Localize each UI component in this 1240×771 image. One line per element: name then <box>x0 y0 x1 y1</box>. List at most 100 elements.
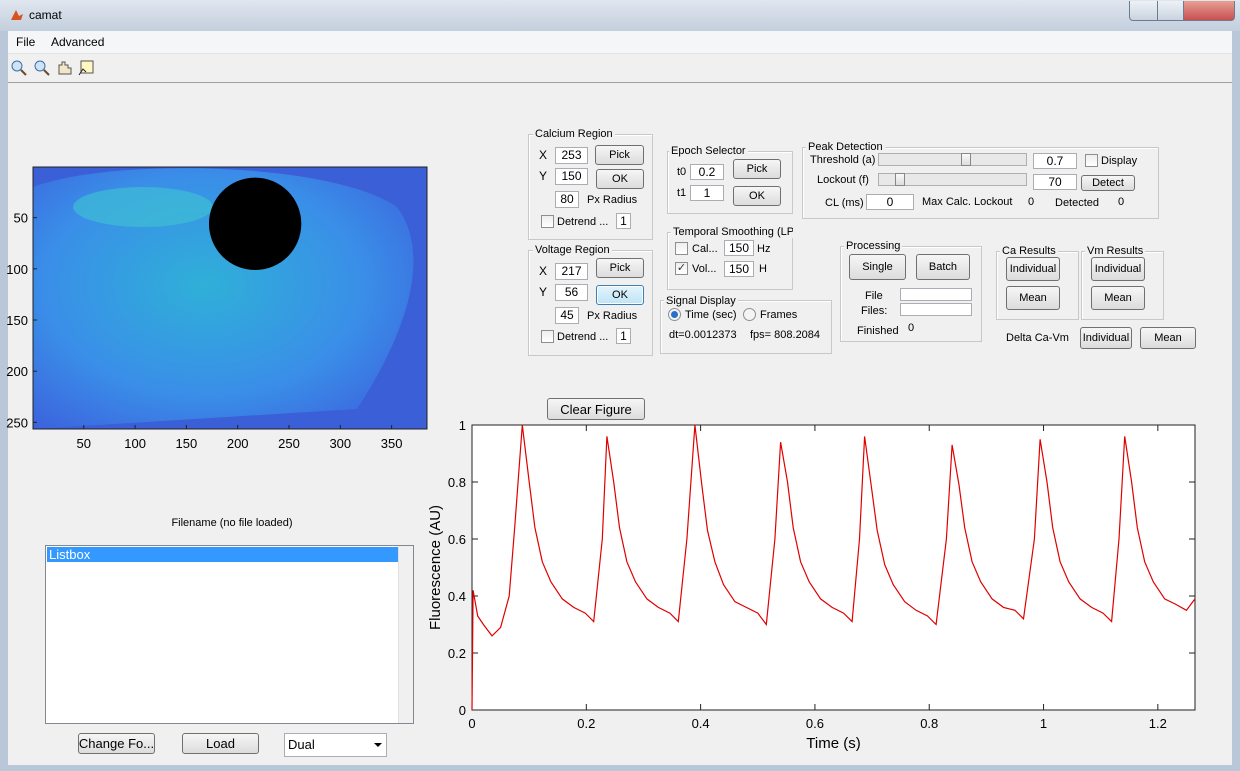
image-frame <box>32 166 428 430</box>
button[interactable]: Individual <box>1080 327 1132 349</box>
text-input[interactable]: 217 <box>555 263 588 280</box>
x-tick-label: 0.2 <box>577 716 595 731</box>
text-input[interactable]: 80 <box>555 191 579 208</box>
filename-label: Filename (no file loaded) <box>171 517 293 529</box>
button[interactable]: Change Fo... <box>78 733 155 754</box>
x-tick-label: 0.6 <box>806 716 824 731</box>
x-tick-label: 300 <box>329 436 351 451</box>
text-input[interactable]: 56 <box>555 284 588 301</box>
y-tick-label: 200 <box>6 364 28 379</box>
slider-thumb[interactable] <box>961 153 971 166</box>
y-tick-label: 1 <box>459 418 466 433</box>
menu-item[interactable]: Advanced <box>51 35 105 49</box>
radio-button[interactable] <box>668 308 681 321</box>
roi-circle <box>208 177 302 270</box>
text-input[interactable]: 0 <box>866 194 914 210</box>
listbox[interactable]: Listbox <box>45 545 414 724</box>
y-tick-label: 0 <box>459 703 466 718</box>
text-input[interactable]: 45 <box>555 307 579 324</box>
x-tick-label: 350 <box>381 436 403 451</box>
x-tick-label: 0 <box>468 716 475 731</box>
label: Px Radius <box>587 194 638 206</box>
text-input[interactable]: 0.2 <box>690 164 724 180</box>
text-input[interactable]: 150 <box>724 261 754 277</box>
checkbox[interactable] <box>541 330 554 343</box>
button[interactable]: OK <box>596 169 644 189</box>
frame-title: Processing <box>844 240 903 252</box>
button[interactable]: OK <box>596 285 644 305</box>
label: dt=0.0012373 <box>669 329 737 341</box>
slider-thumb[interactable] <box>895 173 905 186</box>
text-input[interactable]: 70 <box>1033 174 1077 190</box>
listbox-item[interactable]: Listbox <box>47 547 398 562</box>
frame-title: Epoch Selector <box>669 145 748 157</box>
frame-title: Temporal Smoothing (LPF <box>671 226 793 238</box>
checkbox[interactable] <box>675 242 688 255</box>
checkbox[interactable] <box>675 262 688 275</box>
button[interactable]: Single <box>849 254 906 280</box>
text-field <box>900 288 972 301</box>
y-axis-label: Fluorescence (AU) <box>427 505 444 630</box>
button[interactable]: Pick <box>733 159 781 179</box>
button[interactable]: Individual <box>1091 257 1145 281</box>
scrollbar[interactable] <box>398 546 413 723</box>
app-icon <box>11 10 23 20</box>
menu-bar: File Advanced <box>8 31 1232 54</box>
text-input[interactable]: 150 <box>555 168 588 185</box>
button[interactable]: Mean <box>1006 286 1060 310</box>
frame-title: Vm Results <box>1085 245 1146 257</box>
button[interactable]: Batch <box>916 254 970 280</box>
slider[interactable] <box>878 153 1027 166</box>
label: Y <box>539 285 548 299</box>
y-tick-label: 0.8 <box>448 475 466 490</box>
x-tick-label: 0.8 <box>920 716 938 731</box>
text-input[interactable]: 1 <box>616 213 631 229</box>
label: CL (ms) <box>825 197 864 209</box>
frame-title: Voltage Region <box>533 244 612 256</box>
checkbox[interactable] <box>541 215 554 228</box>
text-input[interactable]: 1 <box>616 328 631 344</box>
listbox-items: Listbox <box>47 547 398 562</box>
button[interactable]: Load <box>182 733 259 754</box>
button[interactable]: Detect <box>1081 175 1135 191</box>
close-button[interactable] <box>1183 1 1235 21</box>
dropdown-arrow <box>374 743 382 747</box>
label: Hz <box>757 243 771 255</box>
y-tick-label: 0.6 <box>448 532 466 547</box>
button[interactable]: Pick <box>596 258 644 278</box>
text-input[interactable]: 0.7 <box>1033 153 1077 169</box>
trace-line <box>471 424 1196 711</box>
radio-button[interactable] <box>743 308 756 321</box>
image-tissue <box>33 168 414 430</box>
dropdown[interactable]: Dual <box>284 733 387 757</box>
y-tick-label: 50 <box>14 211 28 226</box>
text-input[interactable]: 1 <box>690 185 724 201</box>
frame-title: Calcium Region <box>533 128 615 140</box>
plot-area <box>471 424 1196 711</box>
label: fps= 808.2084 <box>750 329 821 341</box>
x-tick-label: 250 <box>278 436 300 451</box>
slider[interactable] <box>878 173 1027 186</box>
frame-title: Ca Results <box>1000 245 1058 257</box>
window-title: camat <box>29 8 62 22</box>
button[interactable]: Mean <box>1091 286 1145 310</box>
image-highlight <box>73 187 213 227</box>
label: File <box>865 290 883 302</box>
button[interactable]: Mean <box>1140 327 1196 349</box>
value: 0 <box>1118 196 1125 208</box>
button[interactable]: Individual <box>1006 257 1060 281</box>
toolbar-icons <box>11 60 94 76</box>
checkbox[interactable] <box>1085 154 1098 167</box>
x-tick-label: 150 <box>176 436 198 451</box>
button[interactable]: Clear Figure <box>547 398 645 420</box>
menu-item[interactable]: File <box>16 35 36 49</box>
text-input[interactable]: 150 <box>724 240 754 256</box>
radio-label: Frames <box>760 309 798 321</box>
text-input[interactable]: 253 <box>555 147 588 164</box>
label: t0 <box>677 166 687 178</box>
button[interactable]: OK <box>733 186 781 206</box>
y-tick-label: 0.4 <box>448 589 466 604</box>
button[interactable]: Pick <box>595 145 644 165</box>
